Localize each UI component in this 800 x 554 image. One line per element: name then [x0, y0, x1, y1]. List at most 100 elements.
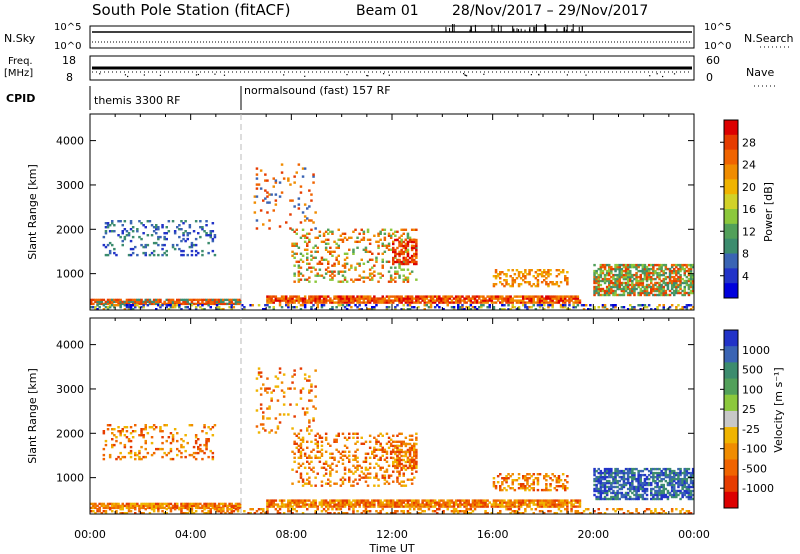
heatmap-cell — [163, 243, 166, 247]
heatmap-cell — [402, 512, 405, 515]
heatmap-cell — [595, 497, 598, 501]
heatmap-cell — [534, 477, 538, 480]
heatmap-cell — [467, 306, 470, 309]
heatmap-cell — [603, 473, 607, 477]
heatmap-cell — [593, 279, 596, 283]
heatmap-cell — [400, 484, 403, 487]
heatmap-cell — [184, 298, 187, 302]
heatmap-cell — [511, 503, 514, 506]
heatmap-cell — [691, 467, 695, 471]
heatmap-cell — [677, 304, 680, 307]
heatmap-cell — [392, 448, 395, 451]
heatmap-cell — [530, 299, 533, 302]
heatmap-cell — [670, 285, 674, 289]
heatmap-cell — [377, 244, 380, 247]
heatmap-cell — [614, 495, 617, 499]
heatmap-cell — [421, 505, 424, 508]
heatmap-cell — [442, 512, 445, 515]
heatmap-cell — [423, 499, 426, 502]
heatmap-cell — [475, 299, 479, 302]
heatmap-cell — [343, 276, 347, 279]
heatmap-cell — [335, 499, 338, 502]
heatmap-cell — [601, 475, 605, 479]
heatmap-cell — [410, 434, 414, 437]
heatmap-cell — [314, 369, 317, 372]
heatmap-cell — [383, 478, 387, 481]
heatmap-cell — [670, 485, 674, 489]
heatmap-cell — [599, 293, 603, 297]
heatmap-cell — [190, 243, 194, 247]
heatmap-cell — [400, 248, 403, 252]
heatmap-cell — [152, 424, 156, 427]
heatmap-cell — [371, 306, 374, 309]
heatmap-cell — [272, 301, 275, 304]
heatmap-cell — [528, 473, 531, 476]
heatmap-cell — [645, 483, 649, 487]
heatmap-cell — [306, 248, 309, 251]
heatmap-cell — [398, 499, 401, 502]
heatmap-cell — [320, 436, 324, 439]
heatmap-cell — [310, 389, 313, 392]
heatmap-cell — [488, 299, 491, 302]
heatmap-cell — [306, 258, 309, 261]
heatmap-cell — [553, 297, 556, 300]
heatmap-cell — [465, 512, 468, 515]
heatmap-cell — [98, 508, 101, 511]
heatmap-cell — [289, 295, 292, 298]
heatmap-cell — [96, 300, 99, 304]
heatmap-cell — [496, 297, 500, 300]
heatmap-cell — [574, 505, 577, 508]
heatmap-cell — [526, 273, 529, 276]
heatmap-cell — [408, 272, 412, 275]
heatmap-cell — [410, 270, 414, 273]
heatmap-cell — [289, 227, 292, 230]
heatmap-cell — [679, 263, 682, 267]
heatmap-cell — [220, 502, 223, 506]
heatmap-cell — [308, 238, 311, 241]
heatmap-cell — [639, 289, 642, 293]
heatmap-cell — [121, 508, 124, 511]
heatmap-cell — [532, 481, 535, 484]
heatmap-cell — [358, 505, 361, 508]
heatmap-cell — [312, 295, 315, 298]
nsky-label: N.Sky — [4, 32, 36, 45]
heatmap-cell — [633, 287, 636, 291]
heatmap-cell — [402, 505, 405, 508]
heatmap-cell — [140, 302, 143, 306]
heatmap-cell — [167, 302, 171, 306]
heatmap-cell — [207, 439, 210, 443]
heatmap-cell — [515, 299, 519, 302]
heatmap-cell — [637, 489, 640, 493]
heatmap-cell — [576, 295, 580, 298]
heatmap-cell — [618, 287, 621, 291]
heatmap-cell — [612, 489, 615, 493]
heatmap-cell — [148, 253, 152, 257]
heatmap-cell — [293, 242, 296, 245]
heatmap-cell — [626, 263, 630, 267]
heatmap-cell — [270, 193, 273, 196]
heatmap-cell — [228, 300, 231, 304]
heatmap-cell — [618, 279, 621, 283]
heatmap-cell — [679, 283, 682, 287]
heatmap-cell — [601, 271, 605, 275]
beam-label: Beam 01 — [356, 3, 419, 19]
heatmap-cell — [427, 508, 431, 511]
heatmap-cell — [324, 460, 328, 463]
heatmap-cell — [505, 275, 508, 278]
heatmap-cell — [383, 482, 387, 485]
heatmap-cell — [94, 506, 97, 510]
heatmap-cell — [335, 258, 338, 261]
heatmap-cell — [656, 267, 659, 271]
heatmap-cell — [580, 304, 584, 307]
heatmap-cell — [637, 304, 640, 307]
heatmap-cell — [100, 300, 103, 304]
heatmap-cell — [136, 504, 139, 508]
heatmap-cell — [559, 503, 563, 506]
heatmap-cell — [381, 503, 384, 506]
heatmap-cell — [333, 440, 336, 443]
heatmap-cell — [658, 485, 661, 489]
heatmap-cell — [687, 475, 691, 479]
heatmap-cell — [310, 505, 313, 508]
heatmap-cell — [448, 499, 452, 502]
heatmap-cell — [545, 499, 548, 502]
